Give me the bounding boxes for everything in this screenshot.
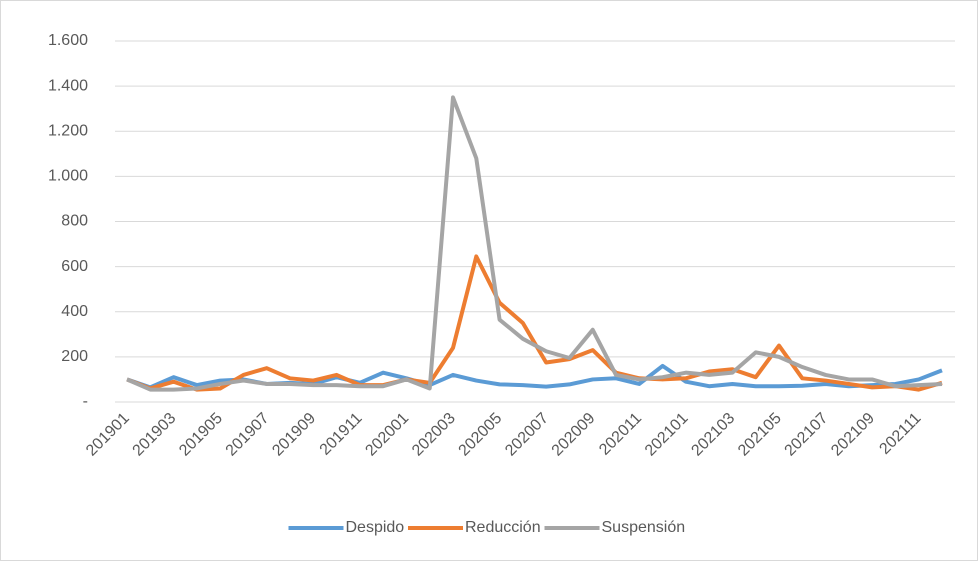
y-tick-label: 600 [61, 258, 88, 275]
y-tick-label: 1.600 [48, 32, 88, 49]
legend-label: Suspensión [602, 519, 686, 536]
legend-label: Reducción [465, 519, 541, 536]
y-tick-label: - [83, 393, 88, 410]
y-tick-label: 1.400 [48, 77, 88, 94]
series-line [126, 95, 943, 392]
y-tick-label: 1.000 [48, 168, 88, 185]
y-tick-label: 400 [61, 303, 88, 320]
y-tick-label: 800 [61, 213, 88, 230]
y-tick-label: 1.200 [48, 122, 88, 139]
y-tick-label: 200 [61, 348, 88, 365]
legend-label: Despido [346, 519, 405, 536]
